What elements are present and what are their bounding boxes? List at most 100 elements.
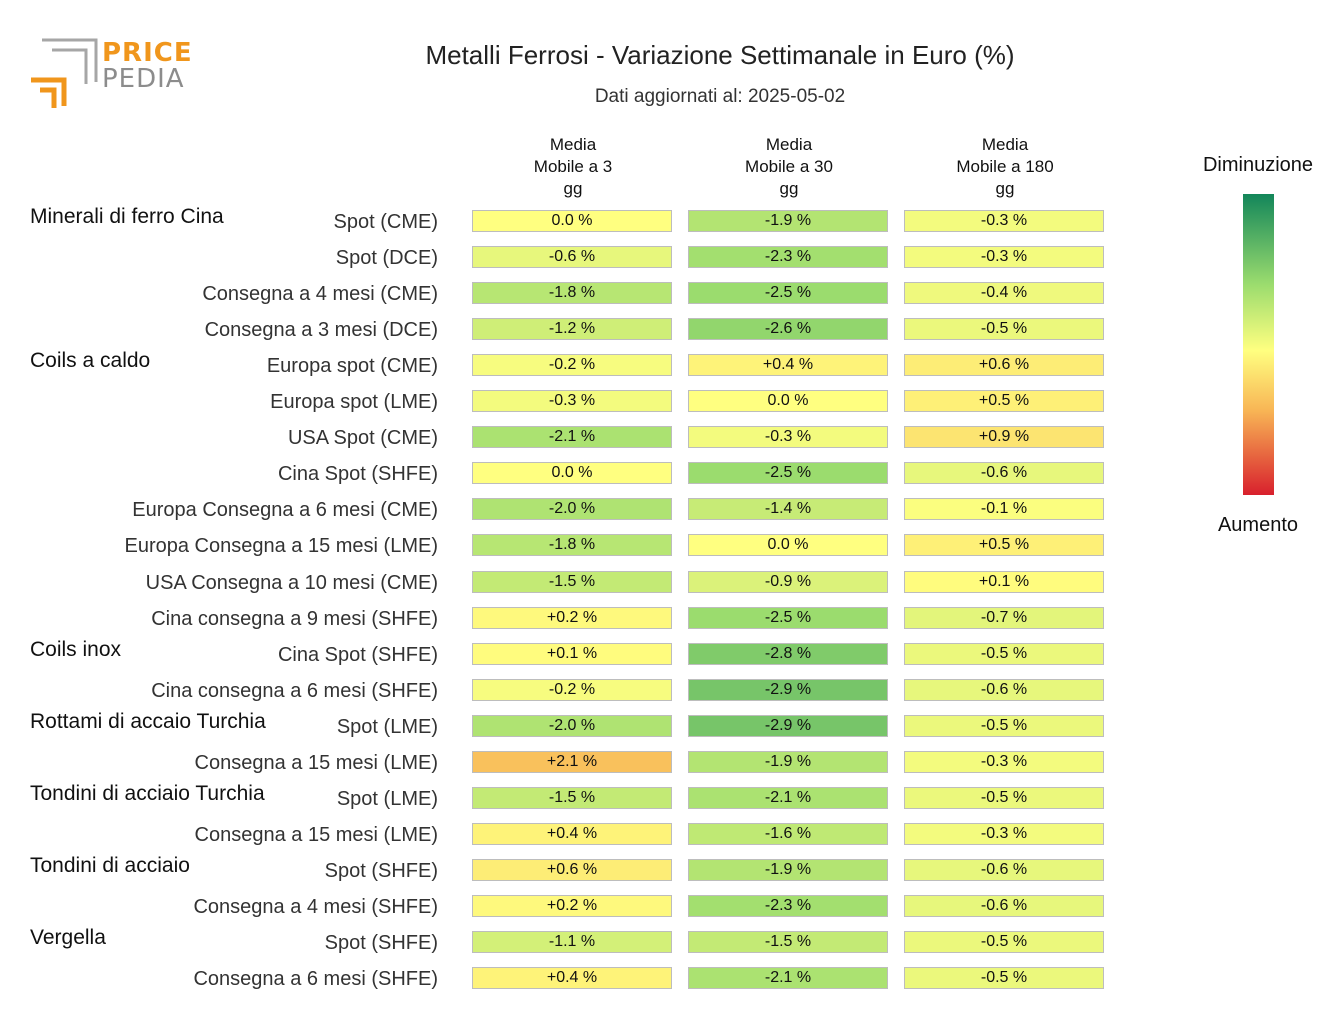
heatmap-cell: -0.6 % xyxy=(904,894,1104,917)
heatmap-cell: +0.2 % xyxy=(472,606,672,629)
row-label: Europa Consegna a 6 mesi (CME) xyxy=(132,499,438,522)
heatmap-cell: -1.9 % xyxy=(688,750,888,773)
heatmap-cell: -0.3 % xyxy=(904,750,1104,773)
heatmap-cell: -1.9 % xyxy=(688,858,888,881)
heatmap-cell: 0.0 % xyxy=(472,462,672,485)
heatmap-cell: -1.8 % xyxy=(472,534,672,557)
heatmap-cell: -2.9 % xyxy=(688,714,888,737)
heatmap-cell: -2.0 % xyxy=(472,714,672,737)
heatmap-cell: -2.6 % xyxy=(688,318,888,341)
pricepedia-logo xyxy=(28,36,198,110)
heatmap-cell: -2.1 % xyxy=(688,786,888,809)
heatmap-cell: -0.3 % xyxy=(472,390,672,413)
heatmap-cell: -2.3 % xyxy=(688,894,888,917)
row-label: Consegna a 6 mesi (SHFE) xyxy=(193,968,438,991)
heatmap-cell: -2.5 % xyxy=(688,606,888,629)
heatmap-cell: +0.5 % xyxy=(904,390,1104,413)
row-label: Spot (CME) xyxy=(333,211,438,233)
heatmap-cell: +0.6 % xyxy=(904,354,1104,377)
row-label: Europa spot (CME) xyxy=(266,355,438,378)
group-label: Coils inox xyxy=(30,637,122,661)
heatmap-cell: -1.6 % xyxy=(688,822,888,845)
column-header-180gg: Media Mobile a 180 gg xyxy=(956,135,1054,198)
heatmap-cell: -0.3 % xyxy=(688,426,888,449)
heatmap-cell: +0.6 % xyxy=(472,858,672,881)
row-label: Consegna a 15 mesi (LME) xyxy=(194,751,438,774)
heatmap-cell: +0.4 % xyxy=(472,967,672,990)
group-label: Coils a caldo xyxy=(30,349,151,373)
column-header-30gg: Media Mobile a 30 gg xyxy=(745,135,833,198)
row-label: Spot (LME) xyxy=(336,787,438,810)
heatmap-cell: +0.4 % xyxy=(472,822,672,845)
row-label: Consegna a 3 mesi (DCE) xyxy=(204,319,438,342)
row-label: USA Consegna a 10 mesi (CME) xyxy=(145,571,438,594)
row-label: USA Spot (CME) xyxy=(287,427,438,450)
row-label: Cina Spot (SHFE) xyxy=(277,643,438,666)
heatmap-cell: 0.0 % xyxy=(688,534,888,557)
heatmap-cell: 0.0 % xyxy=(472,210,672,232)
heatmap-cell: -0.2 % xyxy=(472,678,672,701)
heatmap-cell: -0.3 % xyxy=(904,210,1104,232)
heatmap-cell: -0.5 % xyxy=(904,714,1104,737)
chart-subtitle: Dati aggiornati al: 2025-05-02 xyxy=(594,86,846,107)
row-label: Consegna a 15 mesi (LME) xyxy=(194,823,438,846)
heatmap-cell: -2.0 % xyxy=(472,498,672,521)
group-label: Tondini di acciaio xyxy=(30,853,190,877)
heatmap-cell: -1.8 % xyxy=(472,282,672,305)
column-header-3gg: Media Mobile a 3 gg xyxy=(533,135,613,198)
heatmap-cell: -0.7 % xyxy=(904,606,1104,629)
heatmap-cell: -2.1 % xyxy=(472,426,672,449)
heatmap-cell: -1.5 % xyxy=(472,570,672,593)
group-label: Minerali di ferro Cina xyxy=(30,205,224,228)
heatmap-cell: +0.1 % xyxy=(472,642,672,665)
heatmap-cell: -1.5 % xyxy=(472,786,672,809)
heatmap-cell: +0.1 % xyxy=(904,570,1104,593)
heatmap-cell: -1.4 % xyxy=(688,498,888,521)
row-label: Cina consegna a 6 mesi (SHFE) xyxy=(151,679,438,702)
heatmap-cell: -0.5 % xyxy=(904,318,1104,341)
row-label: Spot (DCE) xyxy=(335,247,438,270)
row-label: Consegna a 4 mesi (CME) xyxy=(202,283,438,306)
logo-pedia-text: PEDIA xyxy=(102,64,185,94)
row-label: Spot (SHFE) xyxy=(324,932,438,954)
group-label: Vergella xyxy=(30,926,106,949)
group-label: Rottami di accaio Turchia xyxy=(30,709,266,733)
heatmap-cell: -0.3 % xyxy=(904,822,1104,845)
heatmap-cell: -1.5 % xyxy=(688,931,888,953)
row-label: Spot (LME) xyxy=(336,715,438,738)
heatmap-cell: -0.6 % xyxy=(904,462,1104,485)
chart-title: Metalli Ferrosi - Variazione Settimanale… xyxy=(425,40,1015,70)
heatmap-cell: -0.1 % xyxy=(904,498,1104,521)
heatmap-cell: -2.9 % xyxy=(688,678,888,701)
heatmap-cell: -2.5 % xyxy=(688,282,888,305)
row-label: Spot (SHFE) xyxy=(324,859,438,882)
logo-price-text: PRICE xyxy=(102,38,193,68)
row-label: Cina consegna a 9 mesi (SHFE) xyxy=(151,607,438,630)
heatmap-cell: -0.2 % xyxy=(472,354,672,377)
heatmap-cell: 0.0 % xyxy=(688,390,888,413)
heatmap-cell: -2.3 % xyxy=(688,246,888,269)
row-label: Europa Consegna a 15 mesi (LME) xyxy=(124,535,439,558)
heatmap-cell: -0.6 % xyxy=(472,246,672,269)
heatmap-cell: -2.5 % xyxy=(688,462,888,485)
heatmap-cell: +0.9 % xyxy=(904,426,1104,449)
heatmap-cell: -0.5 % xyxy=(904,786,1104,809)
heatmap-cell: +0.2 % xyxy=(472,894,672,917)
heatmap-cell: +0.5 % xyxy=(904,534,1104,557)
legend-decrease-label: Diminuzione xyxy=(1202,154,1314,176)
group-label: Tondini di acciaio Turchia xyxy=(30,781,265,805)
logo-wordmark: PRICE PEDIA xyxy=(102,40,193,92)
heatmap-cell: -1.2 % xyxy=(472,318,672,341)
logo-mark-icon xyxy=(31,38,98,108)
heatmap-cell: -0.9 % xyxy=(688,570,888,593)
heatmap-cell: -2.8 % xyxy=(688,642,888,665)
heatmap-cell: -1.9 % xyxy=(688,210,888,232)
heatmap-cell: -0.6 % xyxy=(904,678,1104,701)
heatmap-cell: -0.5 % xyxy=(904,931,1104,953)
heatmap-cell: -0.5 % xyxy=(904,642,1104,665)
heatmap-cell: -0.4 % xyxy=(904,282,1104,305)
legend-increase-label: Aumento xyxy=(1217,514,1299,536)
row-label: Consegna a 4 mesi (SHFE) xyxy=(193,895,438,918)
legend-color-scale xyxy=(1243,194,1274,495)
heatmap-cell: -2.1 % xyxy=(688,967,888,990)
